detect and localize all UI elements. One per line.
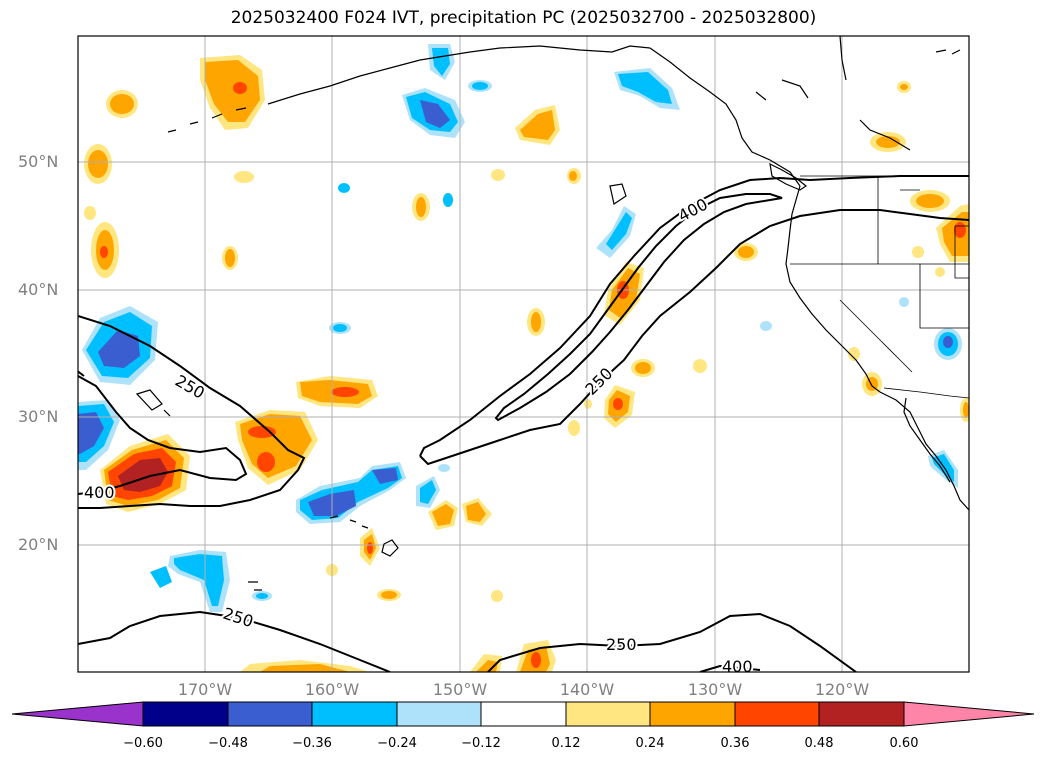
- colorbar-tick-024: 0.24: [635, 736, 665, 751]
- lat-label-20n: 20°N: [18, 535, 59, 554]
- shade-blob-small-nw: [84, 90, 254, 278]
- colorbar-tick-neg060: −0.60: [123, 736, 163, 751]
- shade-blob-blue-west: [78, 306, 158, 470]
- shade-blob-orange-north: [412, 105, 581, 336]
- colorbar-tick-neg048: −0.48: [208, 736, 248, 751]
- ivt-contours: [78, 175, 969, 672]
- colorbar-tick-036: 0.36: [720, 736, 750, 751]
- ivt-contour-400-southeast: [699, 664, 761, 672]
- colorbar: [11, 701, 1035, 727]
- colorbar-bin-5: [480, 701, 567, 727]
- colorbar-bin-4: [396, 701, 482, 727]
- lat-label-40n: 40°N: [18, 280, 59, 299]
- colorbar-bin-7: [649, 701, 736, 727]
- colorbar-tick-060: 0.60: [889, 736, 919, 751]
- colorbar-bin-3: [311, 701, 398, 727]
- shade-blob-red-west: [100, 434, 190, 512]
- colorbar-tick-048: 0.48: [804, 736, 834, 751]
- map-frame: [77, 35, 970, 673]
- shade-blob-blue-north: [338, 44, 680, 207]
- lon-label-140w: 140°W: [559, 680, 615, 699]
- ivt-contour-250-south: [78, 610, 391, 672]
- colorbar-bin-9: [818, 701, 905, 727]
- shade-blob-orange-30n: [235, 376, 378, 485]
- colorbar-bin-6: [565, 701, 651, 727]
- ivt-label-400-southeast: 400: [722, 657, 753, 676]
- colorbar-bin-8: [734, 701, 820, 727]
- ivt-contour-400-west: [78, 375, 248, 495]
- ivt-label-400-west: 400: [84, 483, 115, 502]
- ivt-contour-250-west: [78, 315, 306, 509]
- lon-label-160w: 160°W: [304, 680, 360, 699]
- shade-blob-blue-ar: [329, 206, 636, 334]
- colorbar-tick-neg012: −0.12: [461, 736, 501, 751]
- graticule: [78, 36, 969, 672]
- ivt-label-250-southeast: 250: [606, 635, 637, 654]
- lat-label-30n: 30°N: [18, 407, 59, 426]
- colorbar-tick-012: 0.12: [551, 736, 581, 751]
- colorbar-bin-2: [227, 701, 313, 727]
- colorbar-extend-high: [903, 701, 1035, 727]
- lat-label-50n: 50°N: [18, 152, 59, 171]
- map-title: 2025032400 F024 IVT, precipitation PC (2…: [230, 8, 817, 28]
- colorbar-tick-neg036: −0.36: [292, 736, 332, 751]
- lon-label-170w: 170°W: [177, 680, 233, 699]
- shade-blob-blue-sw: [150, 550, 272, 612]
- colorbar-bin-1: [142, 701, 229, 727]
- colorbar-extend-low: [11, 701, 144, 727]
- shade-blob-orange-nw: [200, 55, 265, 130]
- colorbar-tick-neg024: −0.24: [377, 736, 417, 751]
- lon-label-120w: 120°W: [814, 680, 870, 699]
- coastlines: [135, 36, 969, 591]
- ivt-contour-250-southeast: [487, 612, 857, 672]
- shade-blob-orange-south: [240, 640, 556, 672]
- lon-label-130w: 130°W: [687, 680, 743, 699]
- shade-blob-blue-hawaii: [296, 462, 450, 524]
- ivt-contour-250-ar: [419, 209, 969, 466]
- lon-label-150w: 150°W: [432, 680, 488, 699]
- ivt-contour-400-ar: [494, 193, 783, 422]
